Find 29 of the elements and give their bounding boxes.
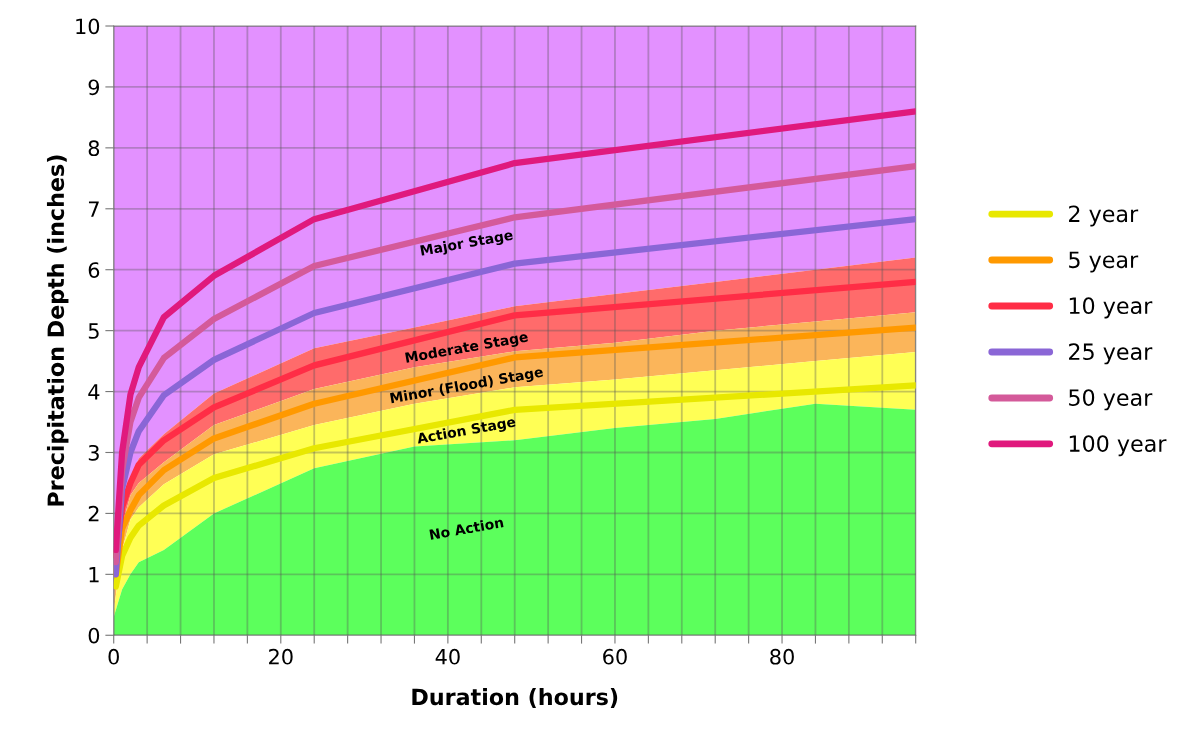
legend-label: 25 year — [1069, 343, 1153, 365]
y-tick-label: 9 — [88, 79, 100, 96]
x-axis-title: Duration (hours) — [412, 688, 618, 708]
series-label: Moderate Stage — [405, 330, 529, 366]
x-tick-label: 0 — [108, 648, 119, 665]
y-tick-label: 0 — [88, 627, 100, 644]
y-tick-label: 8 — [88, 140, 100, 157]
series-label: No Action — [429, 516, 504, 540]
legend-label: 10 year — [1069, 297, 1153, 319]
y-tick-label: 7 — [88, 201, 99, 217]
y-tick-label: 6 — [88, 262, 100, 278]
y-tick-label: 4 — [88, 384, 100, 400]
y-tick-label: 3 — [88, 444, 99, 461]
legend-label: 5 year — [1069, 251, 1139, 273]
y-tick-label: 1 — [89, 567, 99, 583]
legend-label: 100 year — [1069, 435, 1167, 457]
y-axis-title: Precipitation Depth (inches) — [46, 155, 69, 506]
x-tick-label: 60 — [603, 648, 627, 665]
x-tick-label: 20 — [269, 648, 293, 665]
y-tick-label: 5 — [88, 323, 99, 339]
legend-label: 50 year — [1069, 389, 1153, 411]
series-label: Minor (Flood) Stage — [389, 366, 544, 407]
x-tick-label: 40 — [435, 648, 460, 665]
x-tick-label: 80 — [770, 648, 794, 665]
y-tick-label: 2 — [88, 505, 99, 522]
legend-label: 2 year — [1069, 205, 1139, 227]
series-label: Action Stage — [416, 415, 517, 447]
y-tick-label: 10 — [76, 18, 100, 35]
series-label: Major Stage — [420, 229, 514, 259]
